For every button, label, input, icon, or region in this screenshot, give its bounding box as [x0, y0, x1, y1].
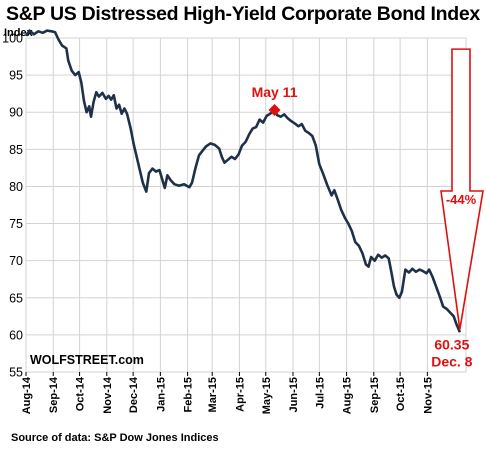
- peak-marker: [268, 103, 281, 116]
- x-tick-label: Mar-15: [207, 377, 219, 412]
- last-date-label: Dec. 8: [431, 353, 472, 369]
- x-tick-label: Feb-15: [183, 377, 195, 412]
- x-tick-label: Jun-15: [288, 377, 300, 412]
- drop-arrow: [440, 48, 484, 330]
- y-tick-label: 85: [9, 143, 23, 157]
- x-tick-label: Nov-14: [102, 376, 114, 414]
- watermark: WOLFSTREET.com: [30, 353, 144, 367]
- x-tick-label: Apr-15: [234, 377, 246, 412]
- x-tick-label: Aug-15: [342, 377, 354, 414]
- y-tick-label: 60: [9, 328, 23, 342]
- y-tick-label: 90: [9, 106, 23, 120]
- gridlines: [25, 37, 467, 376]
- x-tick-label: Sep-14: [48, 376, 60, 413]
- x-tick-label: Nov-15: [422, 377, 434, 414]
- x-tick-label: Oct-15: [395, 377, 407, 411]
- last-value-label: 60.35: [434, 336, 469, 352]
- y-tick-label: 55: [9, 366, 23, 380]
- y-tick-label: 65: [9, 291, 23, 305]
- y-tick-label: 80: [9, 180, 23, 194]
- x-tick-labels: Aug-14 Sep-14 Oct-14 Nov-14 Dec-14 Jan-15 Feb-…: [21, 376, 434, 414]
- drop-percent-label: -44%: [446, 192, 477, 207]
- x-tick-label: Oct-14: [75, 376, 87, 411]
- y-tick-label: 75: [9, 217, 23, 231]
- x-tick-label: Aug-14: [21, 376, 33, 414]
- x-tick-label: Dec-14: [128, 376, 140, 413]
- x-tick-label: Jan-15: [155, 377, 167, 412]
- x-tick-label: Jul-15: [314, 377, 326, 409]
- y-tick-labels: 55 60 65 70 75 80 85 90 95 100: [2, 32, 23, 380]
- y-axis-label: Index: [4, 27, 34, 39]
- y-tick-label: 70: [9, 254, 23, 268]
- peak-label: May 11: [252, 84, 298, 100]
- series-line: [24, 29, 462, 333]
- chart-title: S&P US Distressed High-Yield Corporate B…: [6, 3, 480, 25]
- y-tick-label: 100: [2, 32, 23, 46]
- source-note: Source of data: S&P Dow Jones Indices: [11, 432, 219, 444]
- x-tick-label: May-15: [261, 377, 273, 414]
- x-tick-label: Sep-15: [369, 377, 381, 413]
- y-tick-label: 95: [9, 69, 23, 83]
